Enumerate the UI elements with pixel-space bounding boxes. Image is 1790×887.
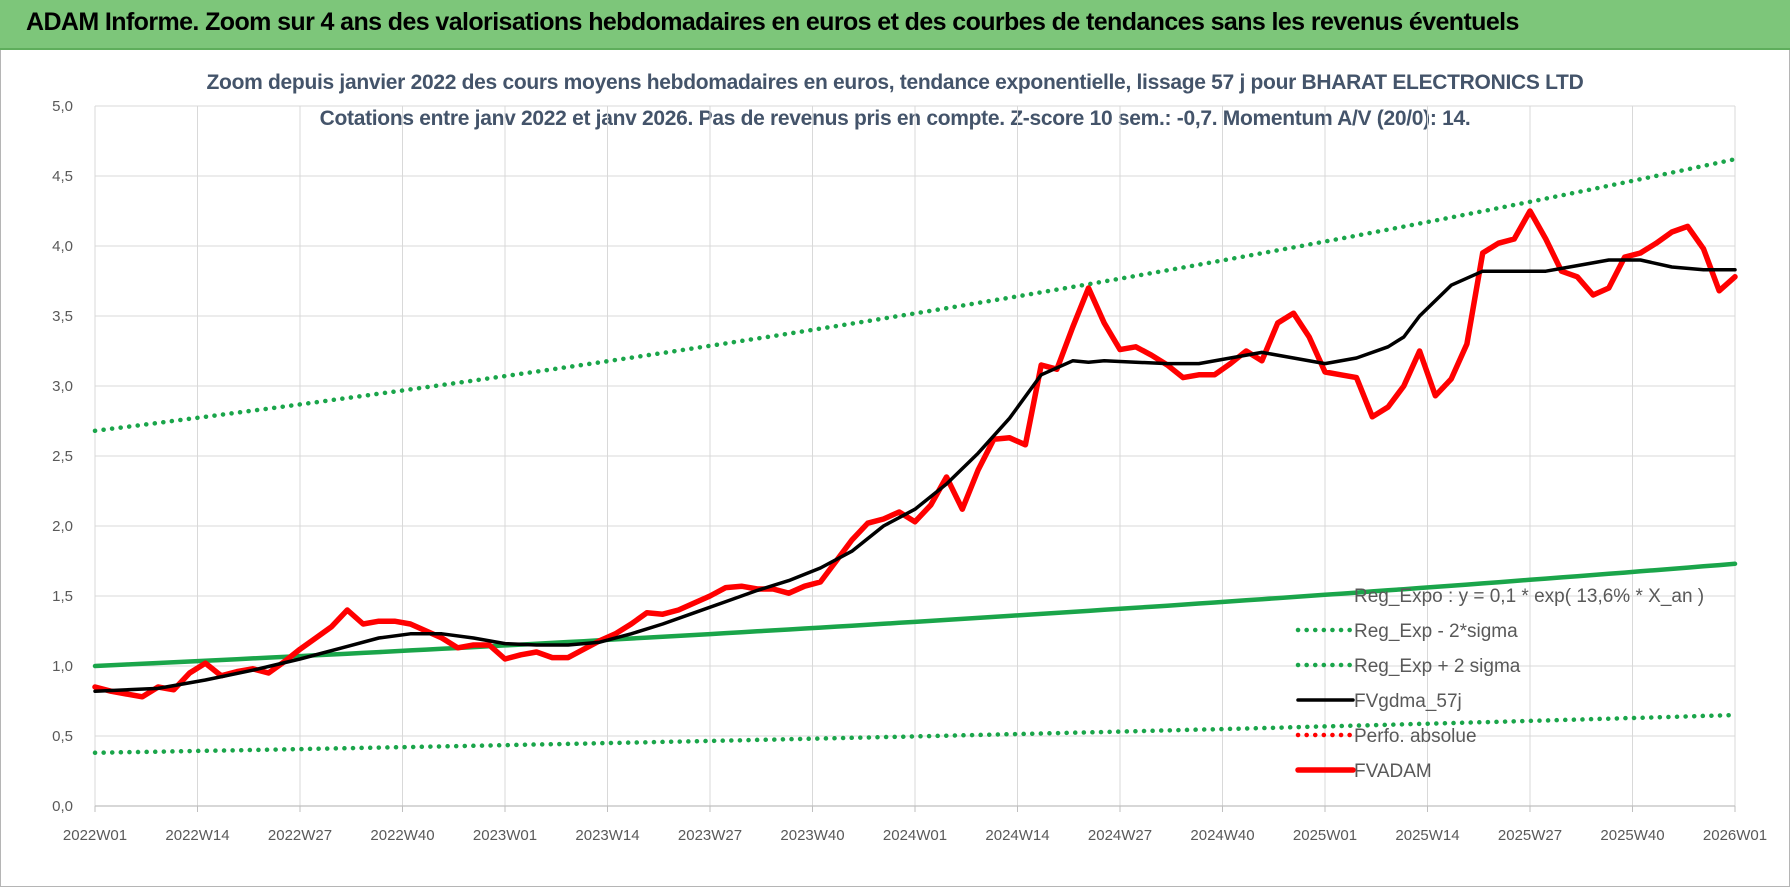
- y-tick-label: 3,0: [52, 378, 73, 395]
- chart-title-line1: Zoom depuis janvier 2022 des cours moyen…: [206, 71, 1584, 94]
- x-tick-label: 2024W01: [883, 827, 947, 844]
- x-tick-label: 2024W27: [1088, 827, 1152, 844]
- x-tick-label: 2023W40: [780, 827, 844, 844]
- axes: 0,0 0,5 1,0 1,5 2,0 2,5 3,0 3,5 4,0 4,5 5,0 2022W01…: [52, 98, 1767, 844]
- x-tick-label: 2022W14: [165, 827, 229, 844]
- legend: Reg_Expo : y = 0,1 * exp( 13,6% * X_an )…: [1295, 586, 1704, 782]
- x-tick-label: 2022W27: [268, 827, 332, 844]
- x-tick-label: 2023W14: [575, 827, 639, 844]
- y-tick-label: 3,5: [52, 308, 73, 325]
- series-line-reg-exp-2-sigma: [92, 712, 1738, 756]
- x-tick-label: 2023W27: [678, 827, 742, 844]
- legend-label: Reg_Exp - 2*sigma: [1354, 621, 1518, 642]
- x-tick-label: 2024W40: [1190, 827, 1254, 844]
- legend-label: Reg_Exp + 2 sigma: [1354, 656, 1521, 677]
- grid: [94, 105, 1736, 807]
- y-tick-label: 2,0: [52, 518, 73, 535]
- x-tick-label: 2025W01: [1293, 827, 1357, 844]
- legend-label: FVgdma_57j: [1354, 691, 1462, 712]
- y-tick-label: 4,0: [52, 238, 73, 255]
- x-tick-label: 2025W27: [1498, 827, 1562, 844]
- banner-title: ADAM Informe. Zoom sur 4 ans des valoris…: [26, 8, 1519, 36]
- y-tick-label: 2,5: [52, 448, 73, 465]
- legend-label: FVADAM: [1354, 761, 1432, 782]
- y-tick-label: 5,0: [52, 98, 73, 115]
- x-tick-label: 2022W40: [370, 827, 434, 844]
- series-line-reg-exp-2-sigma: [92, 156, 1738, 434]
- x-tick-label: 2025W14: [1395, 827, 1459, 844]
- x-tick-label: 2023W01: [473, 827, 537, 844]
- banner: ADAM Informe. Zoom sur 4 ans des valoris…: [0, 0, 1790, 50]
- series-line-fvgdma-57j: [93, 258, 1737, 693]
- x-tick-label: 2026W01: [1703, 827, 1767, 844]
- y-tick-label: 1,0: [52, 658, 73, 675]
- x-tick-label: 2022W01: [63, 827, 127, 844]
- legend-label: Perfo. absolue: [1354, 726, 1477, 747]
- x-tick-label: 2024W14: [985, 827, 1049, 844]
- y-tick-label: 4,5: [52, 168, 73, 185]
- series-line-reg-expo-y-0-1-exp-13-6-x-an: [92, 561, 1738, 669]
- y-tick-label: 1,5: [52, 588, 73, 605]
- series-layer: [92, 156, 1738, 756]
- legend-label: Reg_Expo : y = 0,1 * exp( 13,6% * X_an ): [1354, 586, 1704, 607]
- y-tick-label: 0,5: [52, 728, 73, 745]
- x-tick-label: 2025W40: [1600, 827, 1664, 844]
- y-tick-label: 0,0: [52, 798, 73, 815]
- series-line-fvadam: [92, 208, 1738, 700]
